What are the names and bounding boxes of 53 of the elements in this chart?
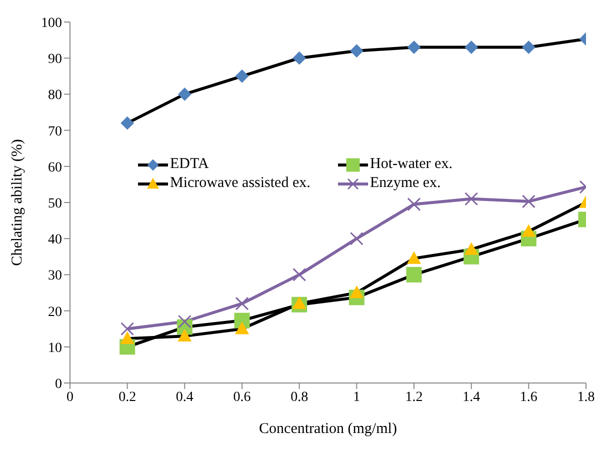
point <box>120 116 134 130</box>
x-tick-label: 0.4 <box>176 390 194 405</box>
y-axis-title: Chelating ability (%) <box>9 139 26 266</box>
point <box>408 40 420 54</box>
y-tick-label: 10 <box>48 340 62 356</box>
point <box>406 266 422 282</box>
point <box>178 329 192 342</box>
y-tick-label: 50 <box>48 196 62 212</box>
y-tick-label: 40 <box>48 232 62 248</box>
point <box>120 332 134 344</box>
point <box>120 322 134 336</box>
y-tick-label: 90 <box>48 52 62 68</box>
point <box>407 252 421 264</box>
y-tick-label: 70 <box>48 124 62 140</box>
x-tick-label: 1.8 <box>577 390 595 405</box>
point <box>235 322 249 334</box>
x-tick-label: 0.8 <box>290 390 308 405</box>
x-tick-label: 0 <box>66 390 74 405</box>
point <box>178 314 192 328</box>
point <box>178 88 192 101</box>
y-tick-label: 20 <box>48 304 62 320</box>
x-tick-label: 1.6 <box>520 390 538 405</box>
x-tick-label: 1.4 <box>462 390 480 405</box>
y-tick-label: 80 <box>48 88 62 104</box>
point <box>522 40 536 54</box>
x-tick-label: 1 <box>353 390 360 405</box>
point <box>407 198 421 212</box>
y-tick-label: 60 <box>48 160 62 176</box>
y-tick-label: 100 <box>41 16 62 31</box>
legend-label: EDTA <box>170 156 209 173</box>
point <box>292 268 306 282</box>
point <box>522 194 536 208</box>
legend-label: Hot-water ex. <box>370 156 452 173</box>
legend-label: Microwave assisted ex. <box>170 175 310 192</box>
point <box>234 312 250 328</box>
point <box>350 44 364 58</box>
point <box>236 70 248 83</box>
point <box>292 296 306 309</box>
point <box>464 40 478 54</box>
point <box>350 286 364 298</box>
x-tick-label: 0.2 <box>118 390 136 405</box>
point <box>522 224 536 237</box>
point <box>235 296 249 310</box>
point <box>464 242 478 255</box>
x-tick-label: 1.2 <box>405 390 423 405</box>
point <box>350 232 364 246</box>
point <box>292 52 306 65</box>
x-axis-title: Concentration (mg/ml) <box>259 421 397 437</box>
legend-label: Enzyme ex. <box>370 175 441 192</box>
y-tick-label: 30 <box>48 268 62 284</box>
y-tick-label: 0 <box>55 376 62 392</box>
point <box>464 192 478 206</box>
x-tick-label: 0.6 <box>233 390 251 405</box>
